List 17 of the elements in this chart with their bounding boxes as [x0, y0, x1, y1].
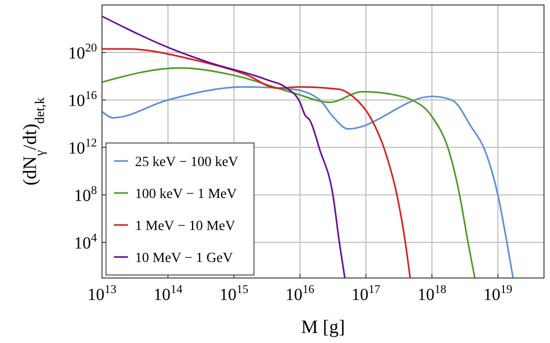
x-axis-title: M [g] — [301, 317, 345, 338]
x-tick-label: 10$^{16}$ — [285, 282, 314, 304]
legend-label: 1 MeV − 10 MeV — [135, 219, 236, 234]
legend-label: 25 keV − 100 keV — [135, 155, 238, 170]
x-tick-label: 10$^{19}$ — [483, 282, 512, 304]
y-tick-label: 10$^{12}$ — [68, 135, 98, 158]
x-tick-label: 10$^{15}$ — [220, 282, 248, 304]
x-tick-label: 10$^{17}$ — [351, 282, 380, 304]
x-tick-label: 10$^{18}$ — [417, 282, 446, 304]
x-tick-label: 10$^{13}$ — [88, 282, 116, 304]
y-tick-label: 10$^{4}$ — [74, 230, 98, 252]
x-tick-label: 10$^{14}$ — [154, 282, 182, 304]
y-tick-label: 10$^{20}$ — [68, 40, 98, 62]
legend-label: 100 keV − 1 MeV — [135, 187, 237, 202]
y-tick-label: 10$^{16}$ — [68, 88, 98, 110]
y-tick-label: 10$^{8}$ — [74, 182, 98, 205]
legend-label: 10 MeV − 1 GeV — [135, 251, 233, 266]
